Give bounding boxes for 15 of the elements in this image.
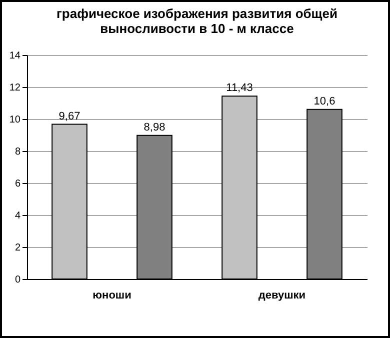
- x-tick-label: юноши: [92, 290, 132, 302]
- data-label: 9,67: [58, 110, 80, 122]
- y-tick-label: 10: [9, 114, 21, 126]
- chart-title: графическое изображения развития общей выносливости в 10 - м классе: [56, 6, 338, 36]
- y-tick-label: 12: [9, 82, 21, 94]
- y-tick-label: 14: [9, 50, 21, 62]
- data-label: 11,43: [226, 82, 253, 94]
- y-tick-label: 6: [14, 178, 21, 190]
- y-tick-label: 8: [14, 146, 21, 158]
- y-tick-label: 0: [14, 274, 21, 286]
- data-label: 10,6: [314, 95, 336, 108]
- data-label: 8,98: [144, 121, 166, 134]
- y-tick-label: 2: [14, 242, 21, 254]
- x-tick-label: девушки: [258, 290, 306, 302]
- y-tick-label: 4: [14, 210, 21, 222]
